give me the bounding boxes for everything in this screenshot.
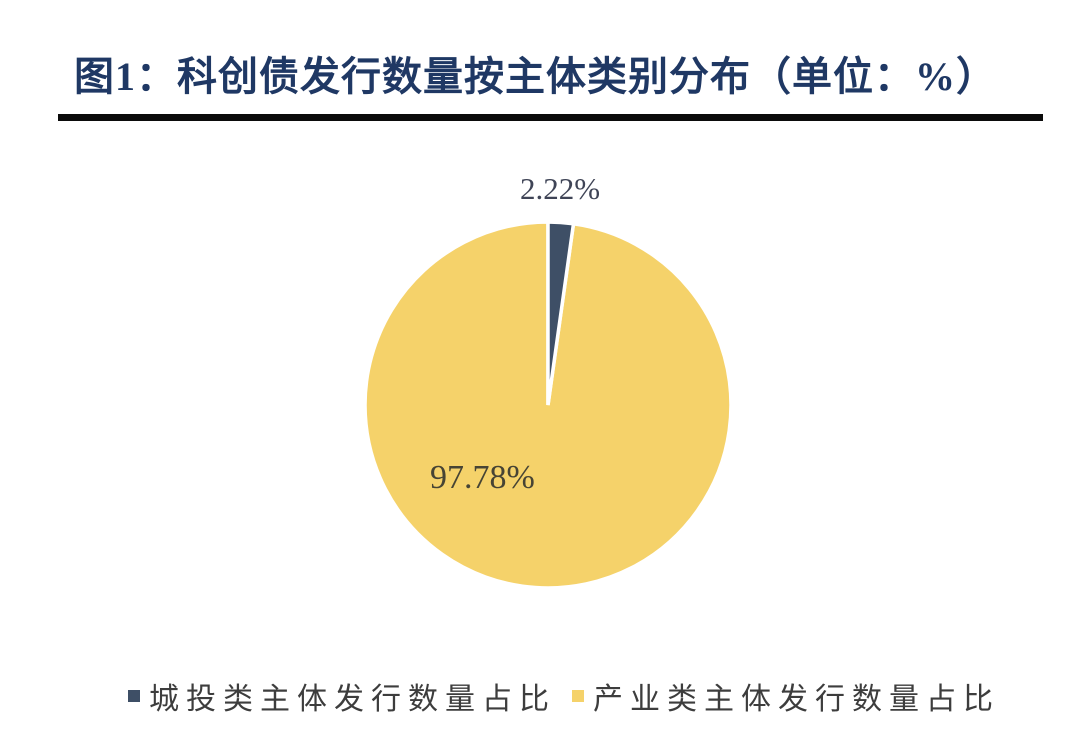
legend-label-urban-investment: 城投类主体发行数量占比 bbox=[149, 683, 556, 716]
legend-square-icon bbox=[128, 690, 140, 702]
legend-item-industry: 产业类主体发行数量占比 bbox=[572, 674, 1000, 718]
pie-chart-canvas bbox=[363, 220, 733, 590]
pie-chart: 2.22% 97.78% bbox=[338, 171, 758, 615]
chart-legend: 城投类主体发行数量占比 产业类主体发行数量占比 bbox=[48, 674, 1080, 718]
legend-label-industry: 产业类主体发行数量占比 bbox=[593, 683, 1000, 716]
legend-square-icon bbox=[572, 690, 584, 702]
data-label-industry: 97.78% bbox=[430, 459, 535, 496]
pie-slice-urban-investment bbox=[546, 220, 576, 406]
title-rule bbox=[58, 114, 1043, 121]
figure-title: 图1：科创债发行数量按主体类别分布（单位：%） bbox=[74, 54, 997, 99]
legend-item-urban-investment: 城投类主体发行数量占比 bbox=[128, 674, 556, 718]
data-label-urban-investment: 2.22% bbox=[519, 171, 601, 206]
